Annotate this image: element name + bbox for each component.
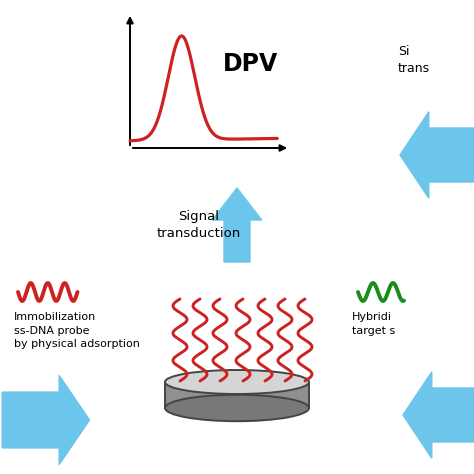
- Ellipse shape: [165, 370, 309, 394]
- Polygon shape: [165, 382, 309, 408]
- Text: Si
trans: Si trans: [398, 45, 430, 75]
- Polygon shape: [400, 112, 474, 198]
- Ellipse shape: [165, 395, 309, 421]
- Text: Signal
transduction: Signal transduction: [157, 210, 241, 240]
- Text: Hybridi
target s: Hybridi target s: [352, 312, 395, 336]
- Text: Immobilization
ss-DNA probe
by physical adsorption: Immobilization ss-DNA probe by physical …: [14, 312, 140, 349]
- Polygon shape: [212, 188, 262, 262]
- Text: DPV: DPV: [223, 52, 279, 75]
- Polygon shape: [403, 372, 474, 458]
- Polygon shape: [2, 375, 90, 465]
